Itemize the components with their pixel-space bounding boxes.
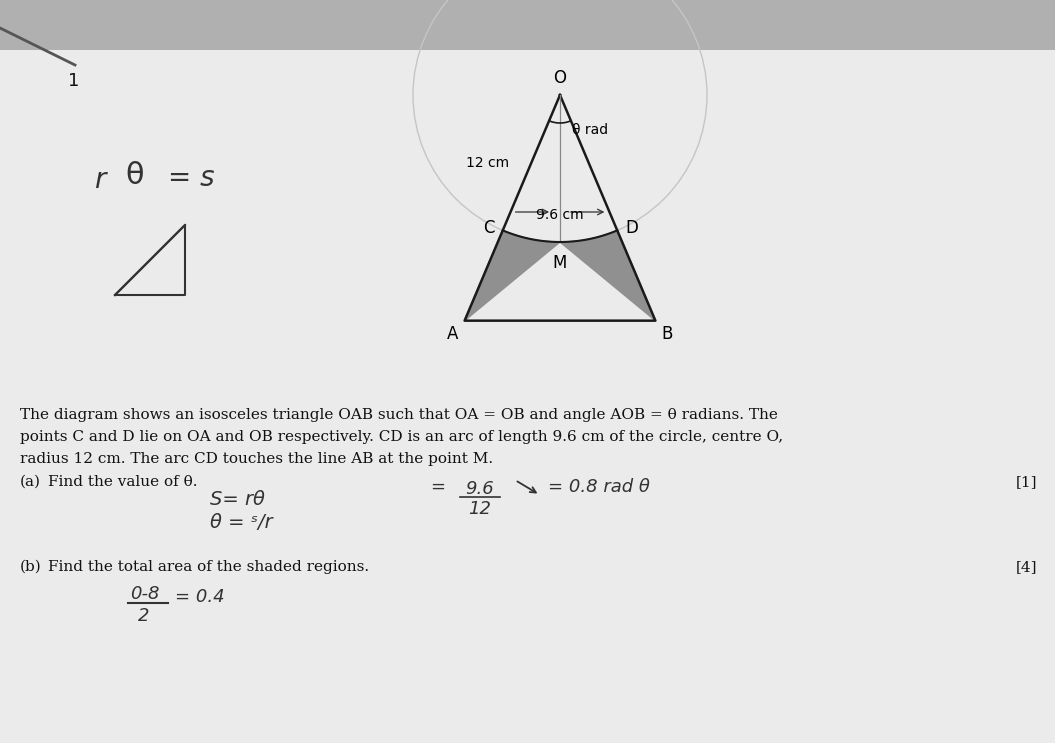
Polygon shape [560,230,655,321]
Text: 12 cm: 12 cm [466,156,510,169]
Text: 9.6 cm: 9.6 cm [536,208,583,222]
Text: Find the total area of the shaded regions.: Find the total area of the shaded region… [47,560,369,574]
Text: B: B [661,325,673,343]
Text: M: M [553,254,568,272]
Polygon shape [464,230,560,321]
Text: = 0.8 rad θ: = 0.8 rad θ [548,478,650,496]
Text: = s: = s [168,164,214,192]
Text: C: C [483,219,495,238]
Text: Find the value of θ.: Find the value of θ. [47,475,197,489]
Text: =: = [430,478,445,496]
FancyBboxPatch shape [0,50,1055,743]
Text: 0-8: 0-8 [130,585,159,603]
Text: points C and D lie on OA and OB respectively. CD is an arc of length 9.6 cm of t: points C and D lie on OA and OB respecti… [20,430,783,444]
Text: D: D [626,219,638,238]
Text: S= rθ: S= rθ [210,490,265,509]
Text: The diagram shows an isosceles triangle OAB such that OA = OB and angle AOB = θ : The diagram shows an isosceles triangle … [20,408,778,422]
Text: θ: θ [126,160,145,189]
Text: r: r [94,166,106,194]
Text: 9.6: 9.6 [465,480,495,498]
Text: (b): (b) [20,560,42,574]
Text: θ = ˢ/r: θ = ˢ/r [210,513,272,532]
Text: [4]: [4] [1016,560,1037,574]
Text: radius 12 cm. The arc CD touches the line AB at the point M.: radius 12 cm. The arc CD touches the lin… [20,452,493,466]
Text: A: A [447,325,459,343]
Text: = 0.4: = 0.4 [175,588,225,606]
Text: 2: 2 [138,607,150,625]
Text: [1]: [1] [1016,475,1037,489]
Text: 1: 1 [68,72,79,90]
Text: (a): (a) [20,475,41,489]
Text: 12: 12 [468,500,492,518]
Text: θ rad: θ rad [572,123,608,137]
Text: O: O [554,69,567,87]
